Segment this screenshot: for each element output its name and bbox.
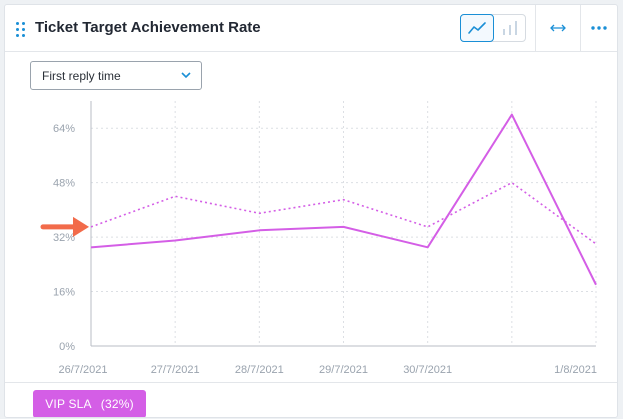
x-tick-label: 1/8/2021 [554,364,597,376]
x-tick-label: 30/7/2021 [403,364,452,376]
y-tick-label: 32% [53,232,75,244]
series-line-vip-sla [90,113,597,286]
expand-horizontal-icon [550,24,566,32]
expand-button[interactable] [543,14,573,42]
chart-widget: Ticket Target Achievement Rate [4,4,618,418]
target-series-line [90,181,597,245]
chart-type-toggle [460,14,526,42]
header-divider [535,5,536,51]
legend-item-value: (32%) [100,397,134,411]
annotation-arrow-head [73,216,89,237]
bar-chart-icon [503,21,517,35]
x-tick-label: 27/7/2021 [151,364,200,376]
chart-legend: VIP SLA (32%) [5,382,617,417]
x-tick-label: 28/7/2021 [235,364,284,376]
metric-select[interactable]: First reply time [30,61,202,90]
drag-handle-icon[interactable] [16,22,26,38]
chevron-down-icon [181,72,191,79]
y-tick-label: 16% [53,287,75,299]
y-tick-label: 0% [59,341,75,353]
metric-select-value: First reply time [42,69,121,83]
line-chart-icon [468,22,486,34]
widget-header: Ticket Target Achievement Rate [5,5,617,52]
x-tick-label: 26/7/2021 [59,364,108,376]
x-tick-label: 29/7/2021 [319,364,368,376]
line-chart-button[interactable] [460,14,494,42]
more-horizontal-icon [591,26,607,30]
header-divider [580,5,581,51]
widget-title: Ticket Target Achievement Rate [35,19,261,36]
legend-item-vip-sla[interactable]: VIP SLA (32%) [33,390,146,417]
more-options-button[interactable] [584,14,614,42]
y-tick-label: 48% [53,178,75,190]
line-chart: 0% 16% 32% 48% 64% 26/7/2021 27/7/2021 28/7/202… [40,101,597,376]
bar-chart-button[interactable] [493,14,527,42]
legend-item-label: VIP SLA [45,397,92,411]
y-tick-label: 64% [53,123,75,135]
